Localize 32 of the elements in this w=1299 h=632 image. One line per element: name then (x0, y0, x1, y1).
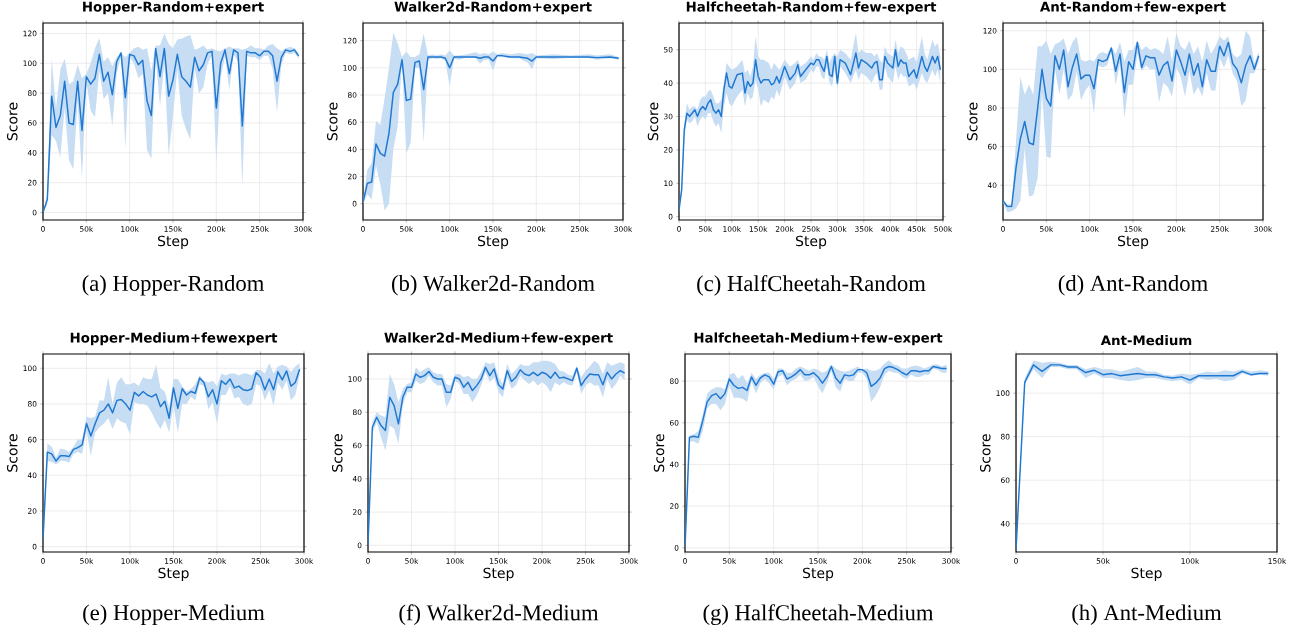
x-axis-title: Step (1131, 567, 1162, 581)
text: (e) Hopper-Medium (83, 604, 265, 625)
y-axis-title: Score (966, 102, 978, 141)
y-axis-title: Score (979, 434, 991, 472)
x-axis-title: Step (477, 235, 509, 249)
x-axis-title: Step (157, 235, 189, 249)
y-axis-title: Score (653, 434, 665, 472)
chart-title: Hopper-Random+expert (83, 1, 264, 15)
chart-title: Ant-Medium (1100, 334, 1192, 346)
y-axis-title: Score (331, 434, 343, 472)
text: (b) Walker2d-Random (392, 275, 595, 296)
y-axis-title: Score (326, 102, 338, 141)
text: (c) HalfCheetah-Random (697, 274, 926, 296)
x-axis-title: Step (158, 567, 189, 581)
y-axis-title: Score (6, 102, 18, 141)
x-axis-title: Step (1117, 235, 1149, 249)
text: (h) Ant-Medium (1072, 604, 1222, 625)
chart-title: Halfcheetah-Medium+few-expert (694, 332, 943, 346)
x-axis-title: Step (795, 235, 827, 249)
text: (d) Ant-Random (1058, 275, 1208, 296)
chart-title: Walker2d-Medium+few-expert (384, 332, 613, 346)
chart-title: Walker2d-Random+expert (394, 1, 592, 15)
chart-title: Hopper-Medium+fewexpert (70, 332, 278, 346)
y-axis-title: Score (647, 102, 659, 141)
y-axis-title: Score (6, 434, 18, 472)
chart-title: Ant-Random+few-expert (1040, 1, 1226, 15)
text: (a) Hopper-Random (82, 275, 264, 296)
chart-title: Halfcheetah-Random+few-expert (686, 1, 937, 15)
text: (f) Walker2d-Medium (399, 604, 599, 626)
x-axis-title: Step (483, 567, 514, 581)
x-axis-title: Step (802, 567, 834, 581)
text: (g) HalfCheetah-Medium (703, 604, 934, 626)
